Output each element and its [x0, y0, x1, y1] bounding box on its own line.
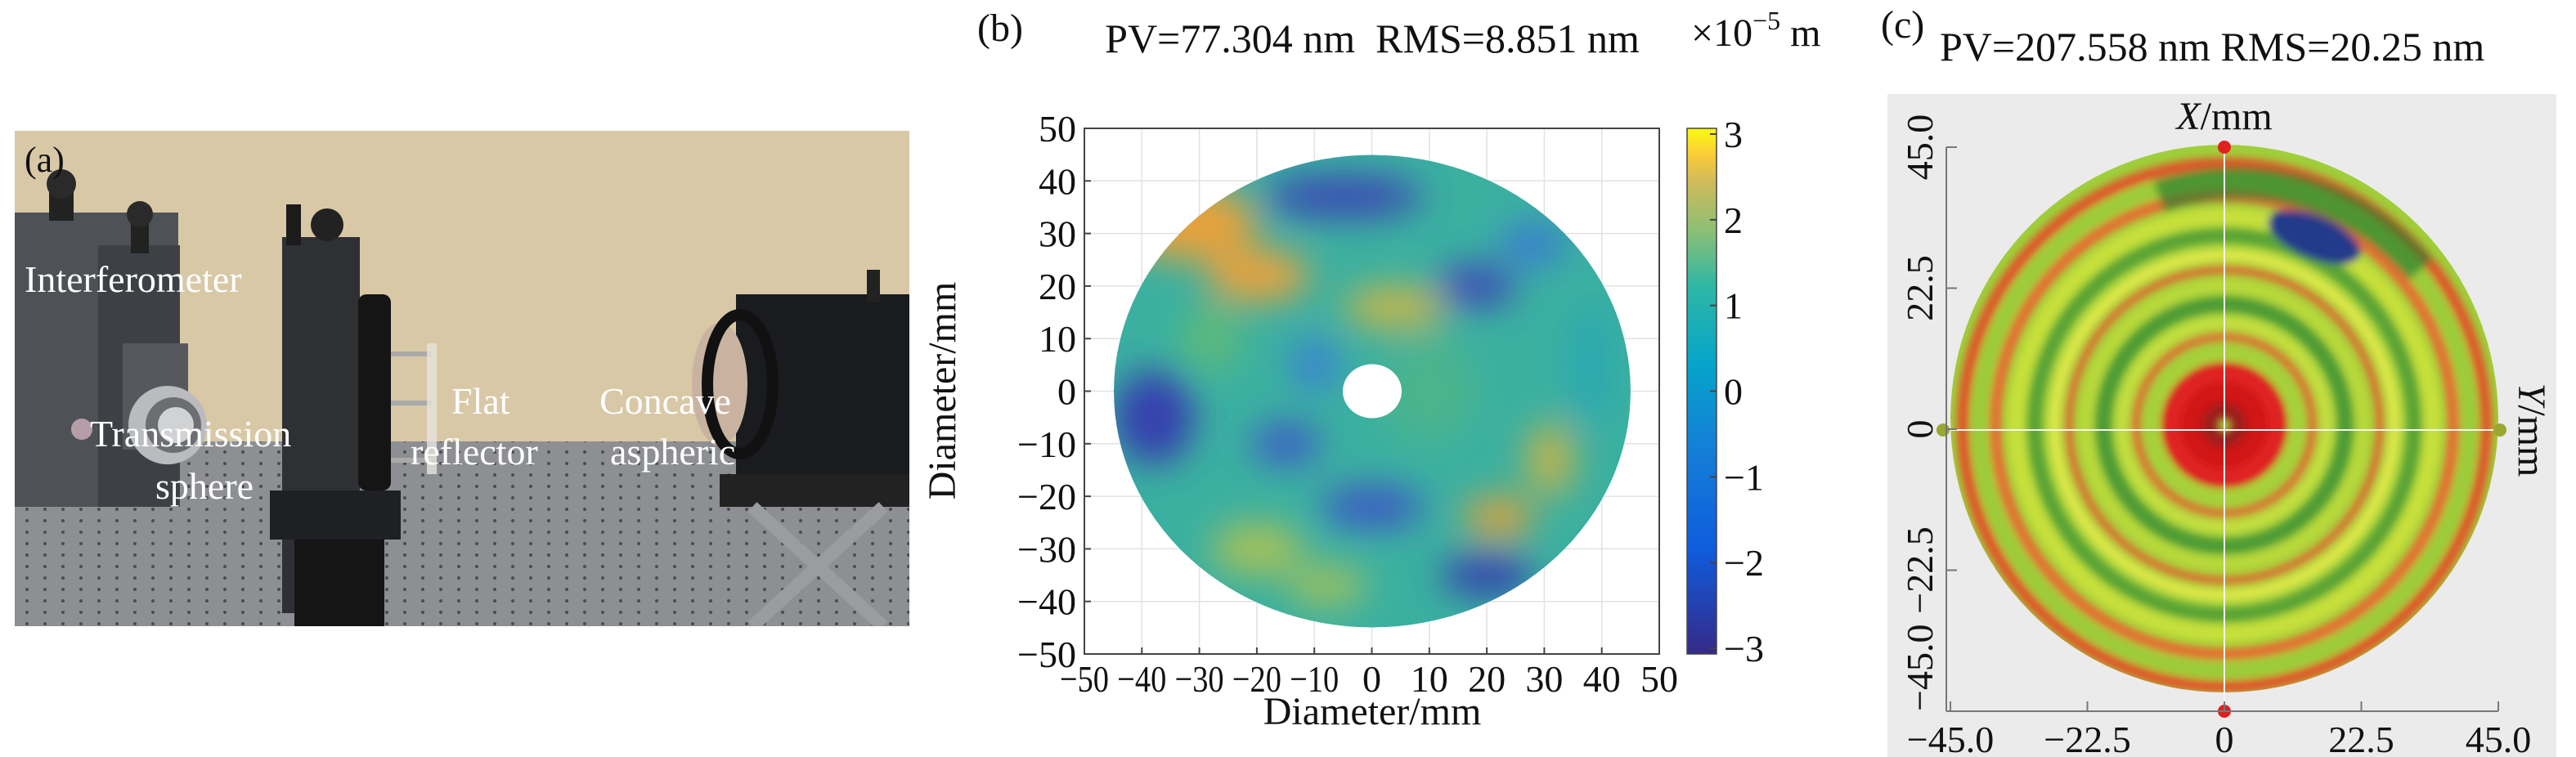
xlabel-unit: /mm — [2201, 95, 2273, 138]
interferometer-device — [15, 169, 207, 507]
y-tick-label: 0 — [1899, 420, 1941, 439]
x-tick-label: 22.5 — [2328, 719, 2394, 757]
x-tick-label: 30 — [1525, 658, 1563, 700]
x-tick-label: −20 — [1232, 658, 1281, 700]
y-tick-label: −40 — [1017, 581, 1076, 623]
colorbar-unit: ×10−5 m — [1691, 6, 1820, 55]
heatmap-blob — [1498, 222, 1568, 266]
y-tick-label: 45.0 — [1899, 114, 1941, 181]
heatmap-dark-band — [2153, 166, 2434, 280]
y-tick-label: 20 — [1039, 266, 1076, 307]
y-tick-label: −20 — [1017, 476, 1076, 517]
panel-c-label: (c) — [1881, 3, 1924, 47]
panel-b-ylabel: Diameter/mm — [921, 282, 964, 500]
colorbar-tick-label: 2 — [1724, 199, 1743, 241]
panel-a-photo — [15, 131, 909, 626]
label-flat: Flat — [451, 380, 510, 422]
y-tick-label: −10 — [1017, 423, 1076, 465]
heatmap-blob — [1343, 285, 1447, 329]
panel-a-label: (a) — [25, 140, 65, 180]
heatmap-blob — [1119, 186, 1258, 260]
colorbar-tick-label: 1 — [1724, 285, 1743, 327]
heatmap-blob — [1251, 423, 1321, 465]
xlabel-var: X — [2174, 95, 2201, 138]
heatmap-blob — [1263, 175, 1425, 218]
x-tick-label: −40 — [1117, 658, 1166, 700]
heatmap-blob — [1435, 265, 1516, 307]
colorbar-exponent: −5 — [1752, 6, 1780, 35]
heatmap-blob — [1183, 307, 1241, 370]
colorbar-tick-label: −1 — [1724, 456, 1764, 498]
panel-b-label: (b) — [977, 7, 1023, 50]
colorbar-tick-label: 0 — [1724, 371, 1743, 413]
heatmap-blob — [1441, 553, 1533, 597]
x-tick-label: −50 — [1060, 658, 1109, 700]
label-transmission: Transmission — [90, 413, 291, 455]
x-tick-label: 50 — [1640, 658, 1678, 700]
label-interferometer: Interferometer — [25, 258, 242, 300]
panel-c-xlabel: X/mm — [2174, 95, 2272, 138]
y-tick-label: 0 — [1057, 371, 1076, 413]
panel-c-ylabel: Y/mm — [2510, 383, 2553, 477]
label-concave: Concave — [599, 380, 731, 422]
x-tick-label: 0 — [2215, 719, 2234, 757]
x-tick-label: 0 — [1362, 658, 1381, 700]
heatmap-blob — [1205, 249, 1309, 302]
y-tick-label: −45.0 — [1899, 625, 1941, 711]
panel-b-center-hole — [1343, 364, 1402, 419]
y-tick-label: −30 — [1017, 528, 1076, 570]
y-tick-label: 10 — [1039, 318, 1076, 360]
concave-aspheric-mount — [692, 270, 909, 626]
heatmap-blob — [1527, 423, 1574, 497]
label-aspheric: aspheric — [610, 431, 735, 473]
colorbar-unit-prefix: ×10 — [1691, 11, 1752, 55]
x-tick-label: −22.5 — [2044, 719, 2130, 757]
x-tick-label: −30 — [1175, 658, 1224, 700]
heatmap-low-patch — [2268, 210, 2361, 264]
heatmap-blob — [1211, 522, 1304, 576]
heatmap-blob — [1286, 564, 1367, 607]
panel-c-title: PV=207.558 nm RMS=20.25 nm — [1940, 24, 2484, 69]
y-tick-label: 40 — [1039, 160, 1076, 202]
flat-reflector-mount — [270, 204, 437, 626]
panel-b-xlabel: Diameter/mm — [1263, 690, 1482, 733]
heatmap-blob — [1114, 370, 1195, 465]
colorbar-tick-label: −2 — [1724, 542, 1764, 584]
x-tick-label: 40 — [1583, 658, 1621, 700]
label-sphere: sphere — [155, 465, 254, 507]
heatmap-blob — [1464, 496, 1533, 539]
y-tick-label: 50 — [1039, 108, 1076, 150]
ylabel-unit: /mm — [2510, 405, 2553, 477]
heatmap-blob — [1384, 338, 1476, 444]
x-tick-label: 20 — [1468, 658, 1506, 700]
colorbar-unit-m: m — [1790, 11, 1820, 55]
x-tick-label: 45.0 — [2466, 719, 2532, 757]
marker-right — [2493, 423, 2506, 437]
heatmap-blob — [1320, 486, 1425, 528]
y-tick-label: −50 — [1017, 634, 1076, 675]
colorbar-tick-label: −3 — [1724, 628, 1764, 670]
panel-b-title: PV=77.304 nm RMS=8.851 nm — [1105, 16, 1640, 61]
x-tick-label: −45.0 — [1907, 719, 1994, 757]
label-reflector: reflector — [411, 431, 538, 473]
x-tick-label: −10 — [1290, 658, 1339, 700]
y-tick-label: 22.5 — [1899, 255, 1941, 321]
marker-top — [2218, 141, 2231, 154]
heatmap-blob — [1568, 302, 1614, 428]
y-tick-label: 30 — [1039, 213, 1076, 255]
x-tick-label: 10 — [1411, 658, 1448, 700]
y-tick-label: −22.5 — [1899, 526, 1941, 613]
colorbar-ticks: 3 2 1 0 −1 −2 −3 — [1710, 114, 1764, 670]
heatmap-blob — [1291, 338, 1338, 392]
colorbar-tick-label: 3 — [1724, 114, 1743, 155]
panel-b-ticks: −50 −40 −30 −20 −10 0 10 20 30 40 5050403020100−10… — [1017, 108, 1678, 700]
panel-c-ticks: −45.0 −22.5 0 22.5 45.0 45.0 22.5 0 −22.5 −45.0 — [1899, 114, 2531, 757]
ylabel-var: Y — [2510, 383, 2553, 409]
